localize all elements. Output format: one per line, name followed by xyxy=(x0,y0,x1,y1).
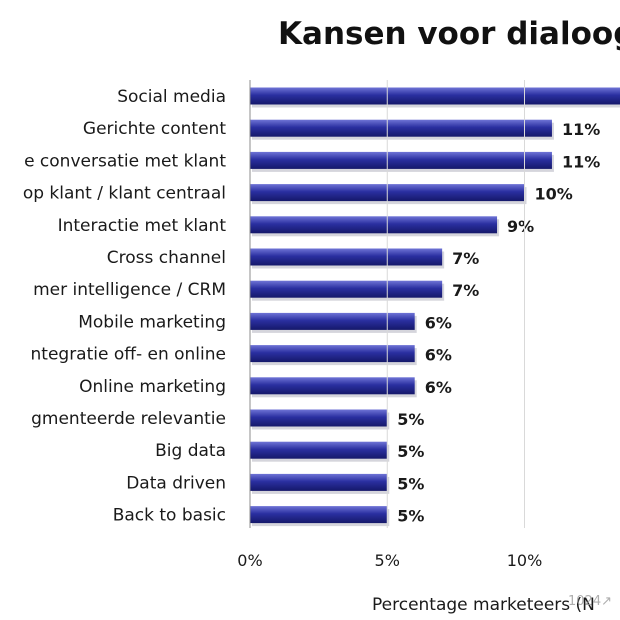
bar xyxy=(250,473,388,491)
category-label: op klant / klant centraal xyxy=(23,184,226,204)
bar xyxy=(250,151,552,169)
watermark-text: 1024↗ xyxy=(568,594,612,609)
x-tick-label: 5% xyxy=(375,551,400,570)
value-label: 10% xyxy=(535,185,573,204)
category-label: gmenteerde relevantie xyxy=(31,409,226,429)
category-label: Big data xyxy=(155,441,226,461)
x-axis-title: Percentage marketeers (N xyxy=(372,595,595,615)
bar xyxy=(250,377,415,395)
value-label: 5% xyxy=(397,410,424,429)
value-label: 5% xyxy=(397,442,424,461)
category-label: ntegratie off- en online xyxy=(31,345,227,365)
axis-layer: 0% 5% 10% xyxy=(237,80,542,570)
bars-layer: Social media Gerichte content 11% e convers… xyxy=(23,87,620,527)
category-label: e conversatie met klant xyxy=(24,151,226,171)
bar xyxy=(250,119,552,137)
category-label: Social media xyxy=(117,87,226,107)
value-label: 6% xyxy=(425,378,452,397)
bar xyxy=(250,345,415,363)
category-label: Online marketing xyxy=(79,377,226,397)
bar xyxy=(250,280,443,298)
category-label: Interactie met klant xyxy=(58,216,227,236)
value-label: 5% xyxy=(397,474,424,493)
value-label: 7% xyxy=(452,281,479,300)
bar xyxy=(250,216,498,234)
bar xyxy=(250,441,388,459)
x-tick-label: 10% xyxy=(507,551,543,570)
category-label: Cross channel xyxy=(107,248,226,268)
value-label: 11% xyxy=(562,152,600,171)
chart-title: Kansen voor dialoogm xyxy=(278,16,620,52)
bar xyxy=(250,87,620,105)
bar xyxy=(250,409,388,427)
bar xyxy=(250,312,415,330)
bar xyxy=(250,248,443,266)
value-label: 11% xyxy=(562,120,600,139)
value-label: 6% xyxy=(425,313,452,332)
bar xyxy=(250,506,388,524)
value-label: 9% xyxy=(507,217,534,236)
x-tick-label: 0% xyxy=(237,551,262,570)
category-label: Gerichte content xyxy=(83,119,226,139)
value-label: 6% xyxy=(425,346,452,365)
category-label: Back to basic xyxy=(113,506,226,526)
category-label: mer intelligence / CRM xyxy=(33,280,226,300)
value-label: 5% xyxy=(397,507,424,526)
category-label: Mobile marketing xyxy=(78,312,226,332)
category-label: Data driven xyxy=(126,473,226,493)
value-label: 7% xyxy=(452,249,479,268)
